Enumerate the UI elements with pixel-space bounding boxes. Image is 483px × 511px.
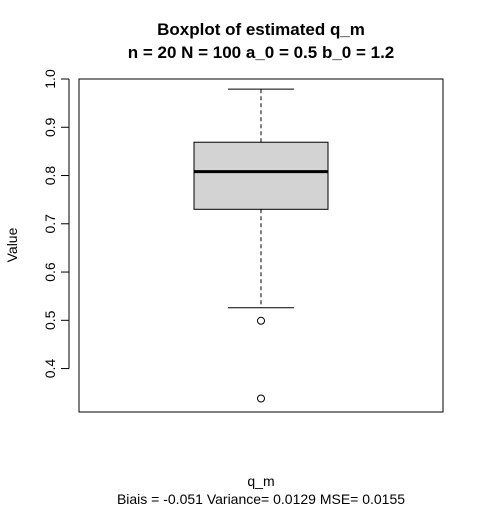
x-axis-label: q_m (247, 473, 274, 489)
stats-footer: Biais = -0.051 Variance= 0.0129 MSE= 0.0… (117, 491, 405, 507)
y-tick-label: 0.7 (42, 214, 58, 234)
y-tick-label: 0.8 (42, 166, 58, 186)
y-axis-label: Value (4, 227, 20, 262)
outlier-point (257, 394, 265, 403)
y-axis-ticks: 0.4 0.5 0.6 0.7 0.8 0.9 1.0 (42, 69, 69, 378)
y-tick-label: 0.9 (42, 117, 58, 137)
y-tick-label: 0.6 (42, 262, 58, 282)
y-tick-label: 0.4 (42, 359, 58, 379)
plot-frame (78, 78, 444, 413)
boxplot-series (193, 88, 329, 403)
outlier-point (257, 316, 265, 325)
chart-title: Boxplot of estimated q_m (157, 20, 365, 39)
iqr-box (193, 141, 329, 210)
chart-subtitle: n = 20 N = 100 a_0 = 0.5 b_0 = 1.2 (128, 43, 395, 62)
y-tick-label: 0.5 (42, 310, 58, 330)
y-tick-label: 1.0 (42, 69, 58, 89)
